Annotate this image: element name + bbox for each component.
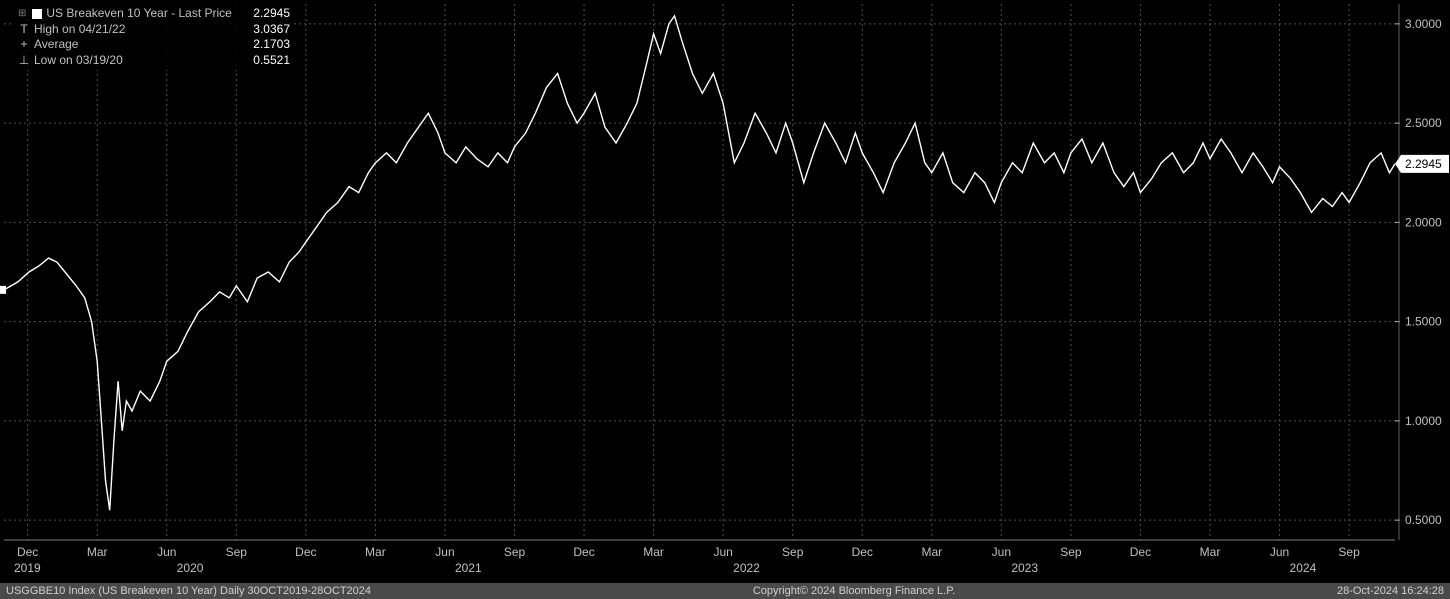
legend-high-label: High on 04/21/22 [34, 22, 125, 38]
chart-container: 0.5000 1.0000 1.5000 2.0000 2.5000 3.0000 Dec M… [0, 0, 1450, 599]
x-year-label: 2021 [455, 561, 482, 575]
x-month-label: Dec [573, 545, 594, 559]
chart-svg: 0.5000 1.0000 1.5000 2.0000 2.5000 3.0000 Dec M… [0, 0, 1450, 599]
footer-bar: USGGBE10 Index (US Breakeven 10 Year) Da… [0, 583, 1450, 599]
x-month-label: Sep [226, 545, 248, 559]
legend-box: ⊞ US Breakeven 10 Year - Last Price 2.29… [14, 4, 294, 70]
legend-title-label: US Breakeven 10 Year - Last Price [46, 6, 231, 22]
avg-marker-icon: + [18, 37, 30, 53]
x-year-label: 2022 [733, 561, 760, 575]
x-month-label: Jun [713, 545, 732, 559]
y-tick-label: 2.5000 [1405, 116, 1442, 130]
x-month-label: Mar [365, 545, 386, 559]
x-month-label: Sep [782, 545, 804, 559]
x-month-label: Dec [295, 545, 316, 559]
y-tick-label: 3.0000 [1405, 17, 1442, 31]
x-month-label: Jun [1270, 545, 1289, 559]
legend-avg-value: 2.1703 [240, 37, 290, 53]
footer-copyright: Copyright© 2024 Bloomberg Finance L.P. [371, 585, 1337, 597]
legend-avg-row: + Average 2.1703 [14, 37, 294, 53]
y-tick-label: 2.0000 [1405, 215, 1442, 229]
legend-low-row: ⊥ Low on 03/19/20 0.5521 [14, 53, 294, 69]
y-tick-label: 1.0000 [1405, 414, 1442, 428]
last-price-value: 2.2945 [1405, 157, 1442, 171]
x-month-label: Mar [87, 545, 108, 559]
legend-title-row: ⊞ US Breakeven 10 Year - Last Price 2.29… [14, 6, 294, 22]
x-year-label: 2020 [177, 561, 204, 575]
x-year-label: 2019 [14, 561, 41, 575]
x-month-label: Mar [643, 545, 664, 559]
x-month-label: Jun [157, 545, 176, 559]
legend-avg-label: Average [34, 37, 78, 53]
x-year-label: 2024 [1290, 561, 1317, 575]
x-month-label: Dec [852, 545, 873, 559]
footer-ticker-info: USGGBE10 Index (US Breakeven 10 Year) Da… [6, 585, 371, 597]
expand-icon[interactable]: ⊞ [18, 7, 28, 20]
high-marker-icon: T [18, 22, 30, 38]
legend-title-value: 2.2945 [240, 6, 290, 22]
x-month-label: Mar [921, 545, 942, 559]
y-tick-label: 1.5000 [1405, 315, 1442, 329]
x-month-label: Jun [992, 545, 1011, 559]
x-month-label: Sep [1338, 545, 1360, 559]
series-marker-icon [32, 9, 42, 19]
legend-low-value: 0.5521 [240, 53, 290, 69]
low-marker-icon: ⊥ [18, 53, 30, 69]
x-month-label: Jun [435, 545, 454, 559]
x-month-label: Sep [504, 545, 526, 559]
x-year-label: 2023 [1011, 561, 1038, 575]
x-month-label: Mar [1200, 545, 1221, 559]
legend-high-value: 3.0367 [240, 22, 290, 38]
y-tick-label: 0.5000 [1405, 513, 1442, 527]
legend-low-label: Low on 03/19/20 [34, 53, 123, 69]
legend-high-row: T High on 04/21/22 3.0367 [14, 22, 294, 38]
footer-timestamp: 28-Oct-2024 16:24:28 [1337, 585, 1444, 597]
x-month-label: Sep [1060, 545, 1082, 559]
x-month-label: Dec [17, 545, 38, 559]
x-month-label: Dec [1130, 545, 1151, 559]
